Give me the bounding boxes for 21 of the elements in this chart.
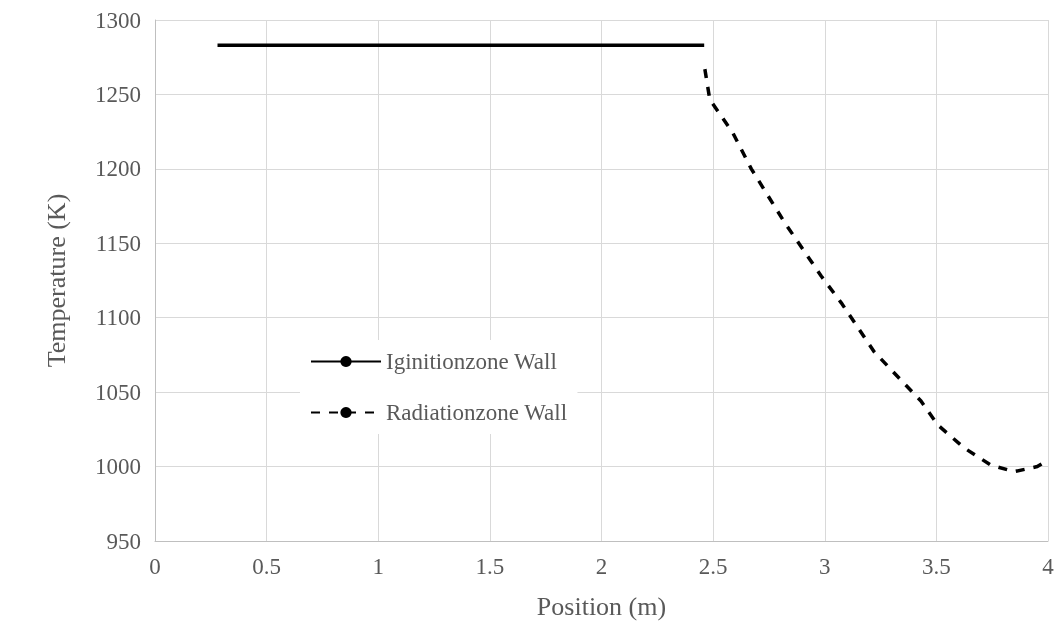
x-tick-label: 1.5: [475, 554, 505, 579]
x-tick-label: 3.5: [922, 554, 951, 579]
x-tick-label: 4: [1042, 554, 1055, 579]
y-tick-label: 1200: [95, 156, 141, 182]
y-tick-label: 1050: [95, 379, 141, 405]
y-tick-label: 1150: [95, 230, 141, 256]
y-tick-label: 1000: [95, 454, 141, 480]
x-tick-label: 2.5: [698, 554, 728, 579]
y-tick-label: 1250: [95, 81, 141, 107]
x-tick-label: 0: [149, 554, 161, 579]
y-tick-label: 950: [106, 528, 141, 554]
x-axis-title: Position (m): [536, 591, 667, 621]
legend-label: Iginitionzone Wall: [386, 349, 557, 374]
y-tick-label: 1100: [95, 305, 141, 331]
y-axis-title: Temperature (K): [41, 193, 71, 368]
x-tick-label: 2: [595, 554, 608, 579]
x-tick-label: 1: [372, 554, 384, 579]
legend-label: Radiationzone Wall: [386, 400, 568, 425]
x-tick-label: 0.5: [252, 554, 281, 579]
y-tick-label: 1300: [95, 7, 141, 33]
x-tick-label: 3: [819, 554, 831, 579]
